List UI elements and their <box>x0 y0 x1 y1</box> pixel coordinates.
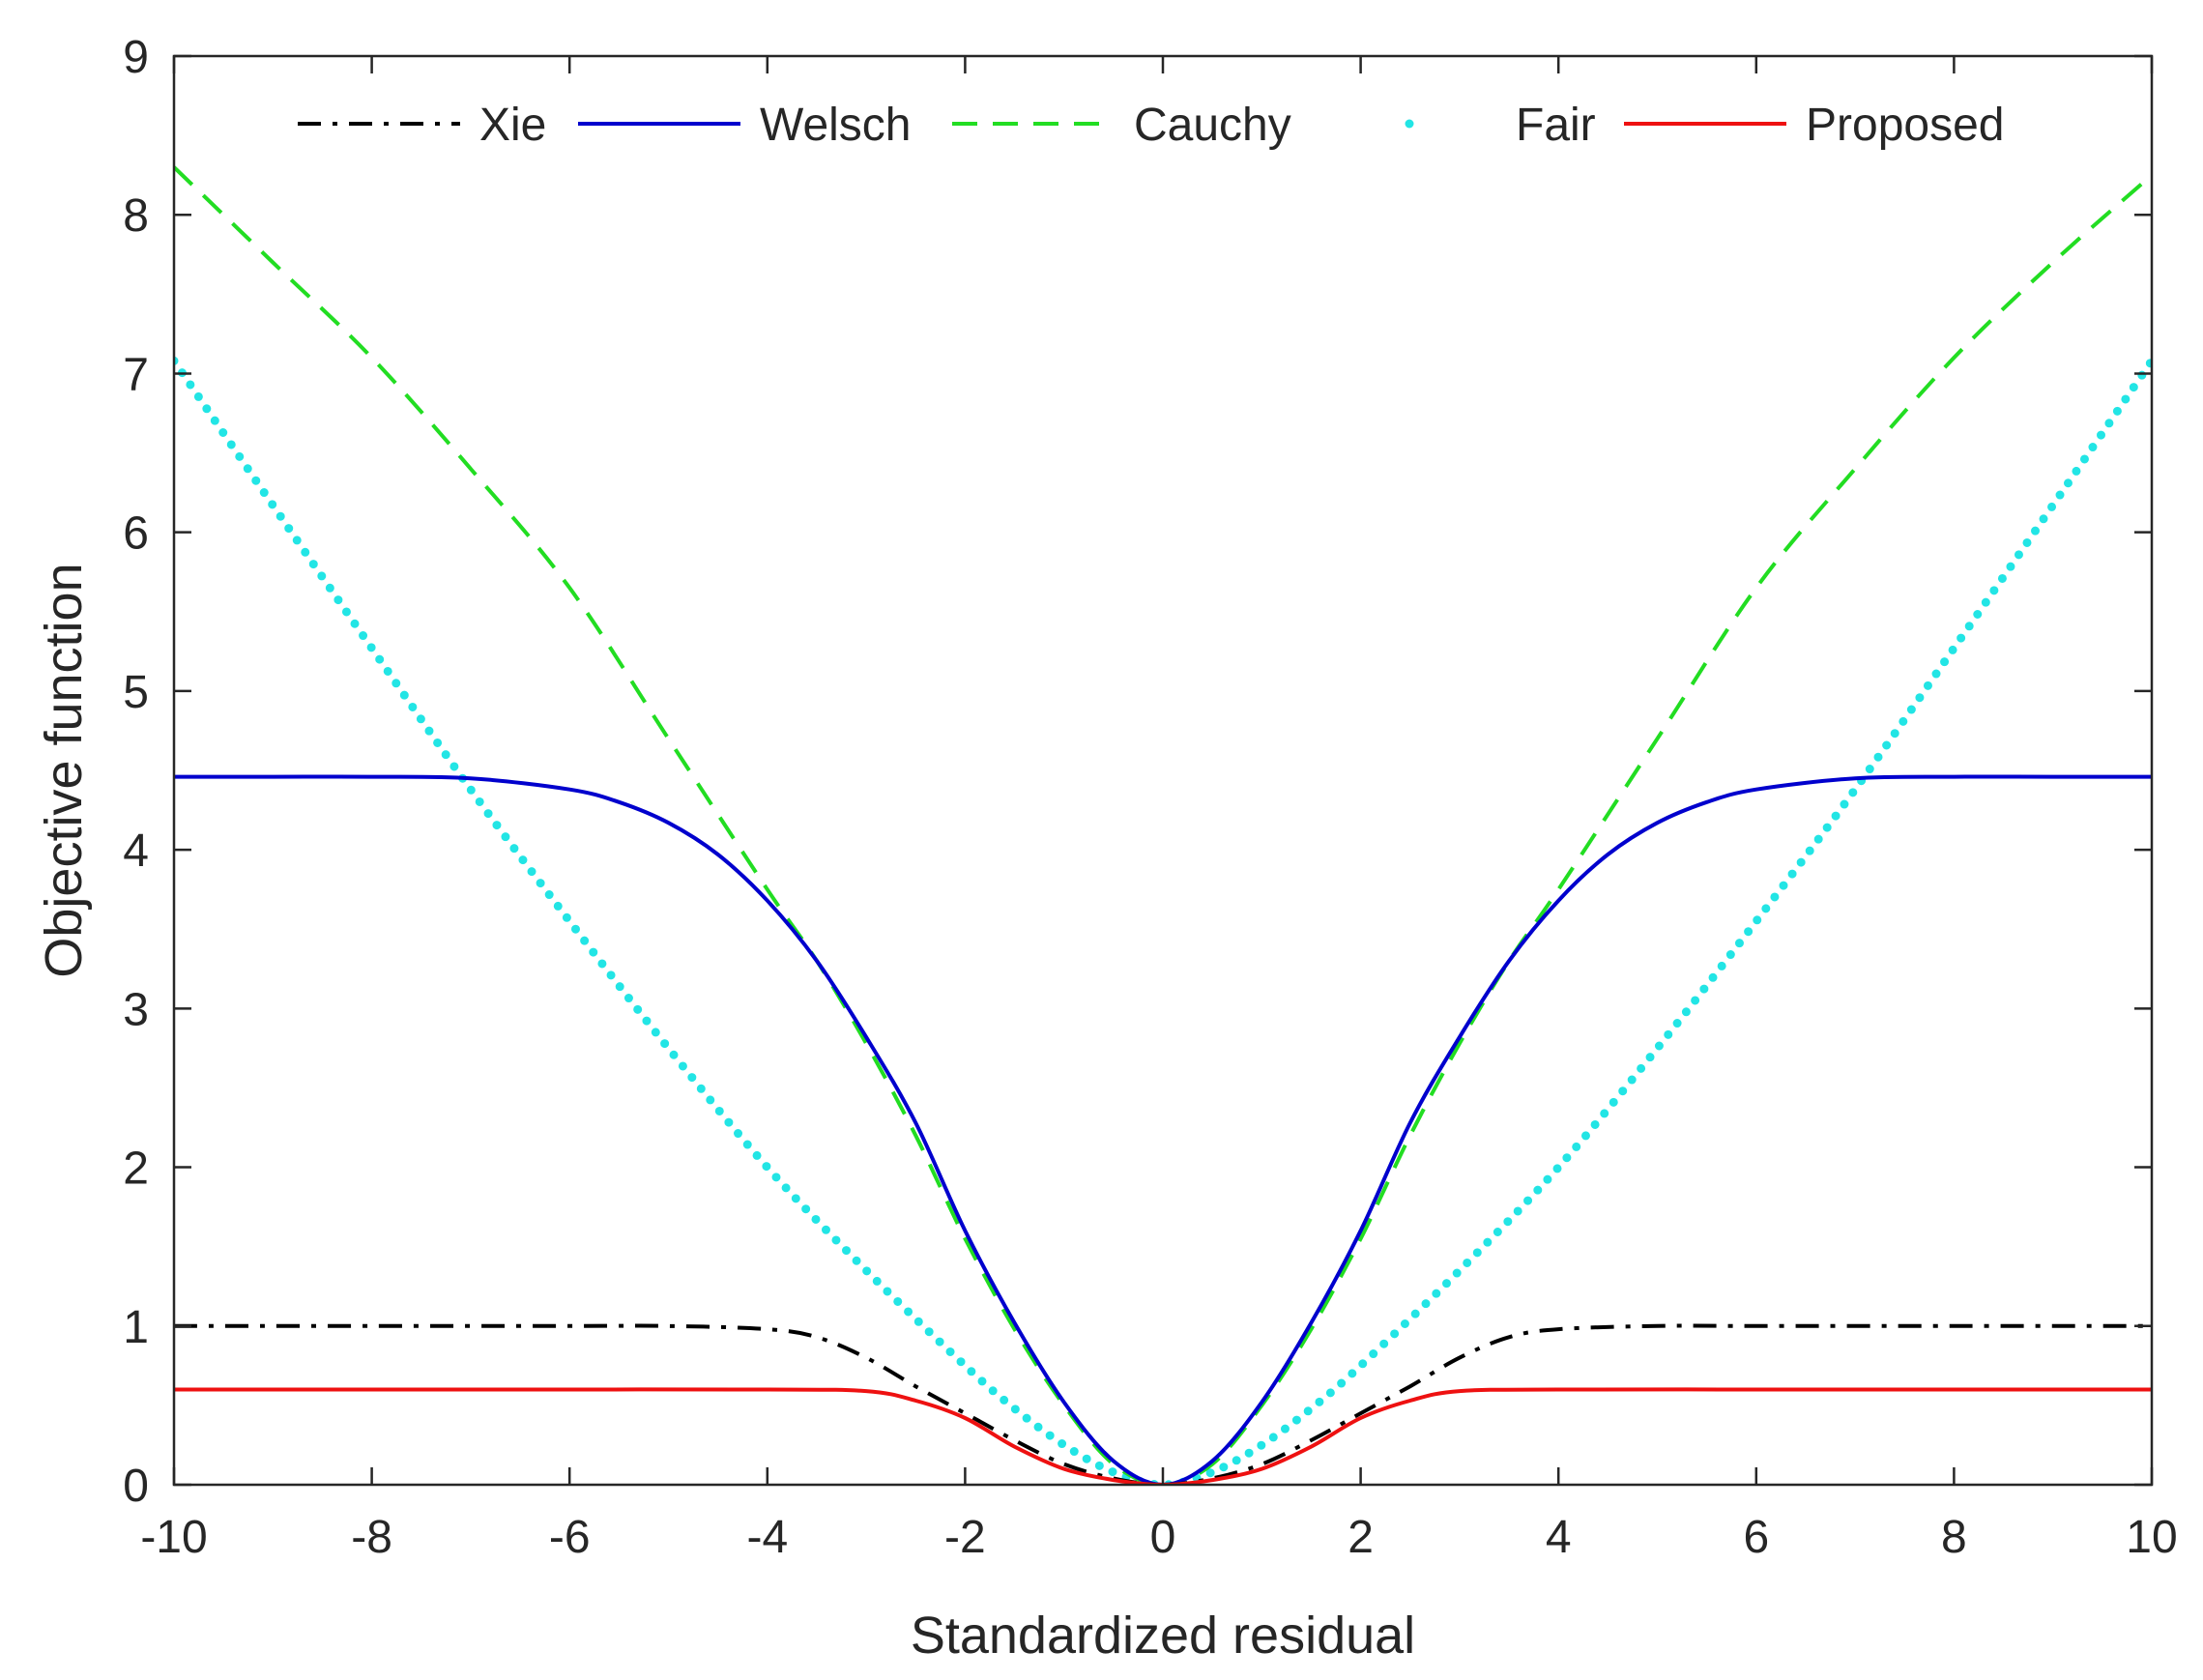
legend-label-welsch: Welsch <box>760 100 912 151</box>
y-tick-label: 3 <box>123 984 149 1035</box>
x-tick-label: -6 <box>549 1512 591 1563</box>
x-tick-label: -2 <box>944 1512 986 1563</box>
legend: Xie Welsch Cauchy Fair Proposed <box>298 100 2004 151</box>
x-tick-label: 10 <box>2126 1512 2177 1563</box>
legend-item-proposed: Proposed <box>1624 100 2004 151</box>
series-line-cauchy <box>174 165 2152 1485</box>
x-axis: -10 -8 -6 -4 -2 0 2 4 6 8 10 <box>140 56 2178 1563</box>
x-tick-label: 8 <box>1941 1512 1967 1563</box>
y-tick-label: 5 <box>123 667 149 718</box>
y-axis: 0 1 2 3 4 5 6 7 8 9 <box>123 32 2152 1512</box>
y-tick-label: 1 <box>123 1302 149 1353</box>
legend-label-xie: Xie <box>479 100 546 151</box>
x-axis-title: Standardized residual <box>911 1607 1415 1665</box>
series-line-xie <box>174 1323 2152 1485</box>
y-tick-label: 4 <box>123 826 149 877</box>
legend-item-xie: Xie <box>298 100 546 151</box>
legend-item-cauchy: Cauchy <box>952 100 1291 151</box>
legend-label-cauchy: Cauchy <box>1134 100 1291 151</box>
y-tick-label: 7 <box>123 349 149 400</box>
x-tick-label: 4 <box>1546 1512 1572 1563</box>
x-tick-label: 6 <box>1743 1512 1769 1563</box>
y-tick-label: 0 <box>123 1461 149 1512</box>
legend-item-welsch: Welsch <box>578 100 912 151</box>
y-tick-label: 2 <box>123 1144 149 1195</box>
x-tick-label: 2 <box>1348 1512 1374 1563</box>
legend-label-proposed: Proposed <box>1806 100 2004 151</box>
series-layer <box>174 165 2152 1485</box>
legend-label-fair: Fair <box>1516 100 1596 151</box>
y-tick-label: 9 <box>123 32 149 83</box>
x-tick-label: 0 <box>1150 1512 1176 1563</box>
series-line-proposed <box>174 1387 2152 1485</box>
series-line-welsch <box>174 774 2152 1485</box>
y-tick-label: 8 <box>123 190 149 242</box>
x-tick-label: -8 <box>351 1512 392 1563</box>
y-tick-label: 6 <box>123 508 149 560</box>
x-tick-label: -4 <box>746 1512 788 1563</box>
y-axis-title: Objective function <box>35 563 93 977</box>
legend-item-fair: Fair <box>1405 100 1596 151</box>
x-tick-label: -10 <box>140 1512 207 1563</box>
